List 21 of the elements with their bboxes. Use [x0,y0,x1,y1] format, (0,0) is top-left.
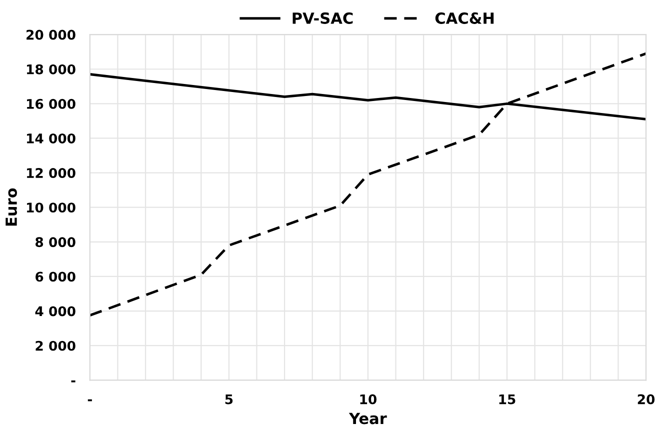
y-tick-label: 20 000 [26,30,76,40]
x-tick-label: 5 [225,394,233,404]
x-tick-label: 20 [638,394,655,404]
y-tick-label: 18 000 [27,64,76,74]
x-tick-label: - [88,399,92,402]
y-tick-label: 10 000 [27,202,76,213]
line-series [90,52,646,317]
y-axis-title: Euro [6,188,18,226]
y-tick-label: 8 000 [36,237,76,248]
y-tick-label: 16 000 [27,98,76,109]
x-tick-label: 15 [499,394,516,404]
y-tick-label: - [71,380,76,382]
y-tick-label: 12 000 [27,168,76,178]
y-tick-label: 4 000 [35,306,76,316]
x-axis-title: Year [348,412,387,424]
y-tick-label: 14 000 [27,133,76,144]
y-tick-label: 6 000 [36,272,76,282]
legend-label: CAC&H [435,12,494,24]
legend-label: PV-SAC [292,12,353,24]
x-tick-label: 10 [360,394,377,404]
y-tick-label: 2 000 [36,340,76,351]
